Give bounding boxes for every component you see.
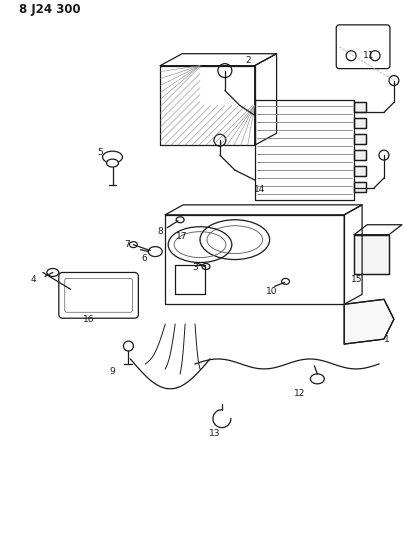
Text: 9: 9 bbox=[109, 367, 116, 376]
Text: 3: 3 bbox=[192, 263, 198, 272]
Polygon shape bbox=[344, 300, 394, 344]
Text: 7: 7 bbox=[124, 240, 130, 249]
Text: 8 J24 300: 8 J24 300 bbox=[19, 3, 81, 16]
FancyBboxPatch shape bbox=[336, 25, 390, 69]
Text: 8: 8 bbox=[158, 227, 163, 236]
Ellipse shape bbox=[103, 151, 122, 163]
Text: 13: 13 bbox=[209, 429, 221, 438]
Text: 16: 16 bbox=[83, 314, 95, 324]
Text: 4: 4 bbox=[30, 275, 36, 284]
Text: 11: 11 bbox=[363, 51, 375, 60]
Ellipse shape bbox=[107, 159, 118, 167]
Text: 6: 6 bbox=[141, 254, 147, 263]
FancyBboxPatch shape bbox=[59, 272, 138, 318]
Text: 2: 2 bbox=[245, 56, 250, 65]
Ellipse shape bbox=[47, 269, 59, 277]
Text: 15: 15 bbox=[351, 275, 363, 284]
Polygon shape bbox=[354, 235, 389, 274]
Polygon shape bbox=[354, 150, 366, 160]
Text: 14: 14 bbox=[254, 185, 265, 195]
Text: 12: 12 bbox=[294, 389, 305, 398]
Ellipse shape bbox=[148, 247, 162, 256]
Text: 17: 17 bbox=[177, 232, 188, 241]
Polygon shape bbox=[354, 102, 366, 112]
Ellipse shape bbox=[129, 241, 137, 248]
Text: 5: 5 bbox=[98, 148, 103, 157]
Polygon shape bbox=[354, 134, 366, 144]
Polygon shape bbox=[354, 118, 366, 128]
Text: 10: 10 bbox=[266, 287, 278, 296]
Polygon shape bbox=[354, 166, 366, 176]
Text: 1: 1 bbox=[384, 335, 390, 344]
Polygon shape bbox=[354, 182, 366, 192]
